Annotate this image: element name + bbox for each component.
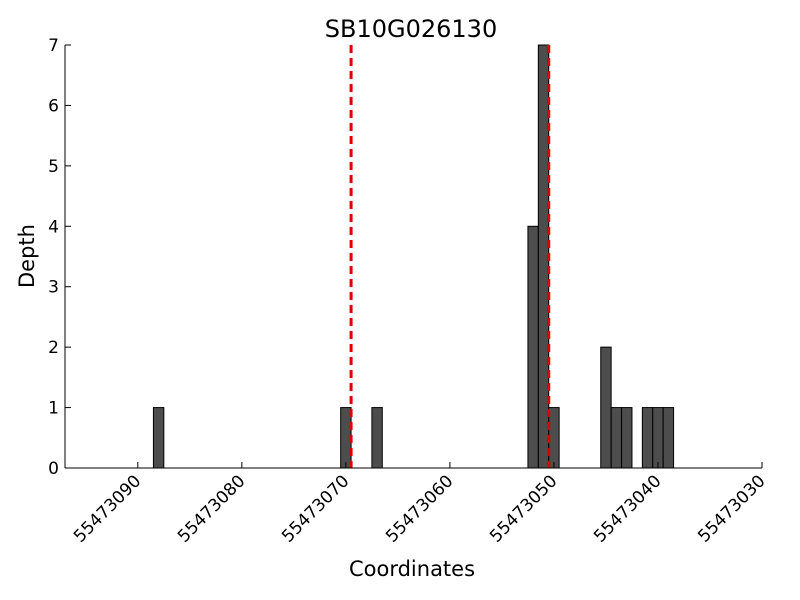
chart-title: SB10G026130 <box>325 15 497 43</box>
bar <box>537 44 550 469</box>
bar <box>610 407 623 469</box>
y-tick-label: 3 <box>48 278 59 298</box>
bar <box>621 407 633 469</box>
y-tick-label: 7 <box>48 36 59 56</box>
x-tick-label: 55473030 <box>694 471 769 546</box>
y-tick-label: 5 <box>48 157 59 177</box>
bar <box>548 407 560 469</box>
x-tick-label: 55473050 <box>486 471 561 546</box>
bar <box>340 407 352 469</box>
y-tick-label: 1 <box>48 399 59 419</box>
x-tick-label: 55473090 <box>70 471 145 546</box>
plot-area: 0 1 2 3 4 5 6 7 55473090 55473080 55473070 55473060… <box>48 36 769 547</box>
y-tick-label: 4 <box>48 217 59 237</box>
x-tick-label: 55473080 <box>174 471 249 546</box>
y-axis-label: Depth <box>15 224 39 288</box>
y-tick-label: 2 <box>48 338 59 358</box>
bar <box>600 346 612 469</box>
x-tick-label: 55473040 <box>590 471 665 546</box>
x-tick-label: 55473060 <box>382 471 457 546</box>
bar <box>152 407 165 469</box>
bar <box>662 407 675 469</box>
bar <box>371 407 383 469</box>
bar <box>527 225 539 469</box>
x-axis-label: Coordinates <box>349 557 475 581</box>
x-tick-label: 55473070 <box>278 471 353 546</box>
y-tick-label: 0 <box>48 459 59 479</box>
y-tick-label: 6 <box>48 96 59 116</box>
bar <box>652 407 664 469</box>
bar <box>641 407 654 469</box>
